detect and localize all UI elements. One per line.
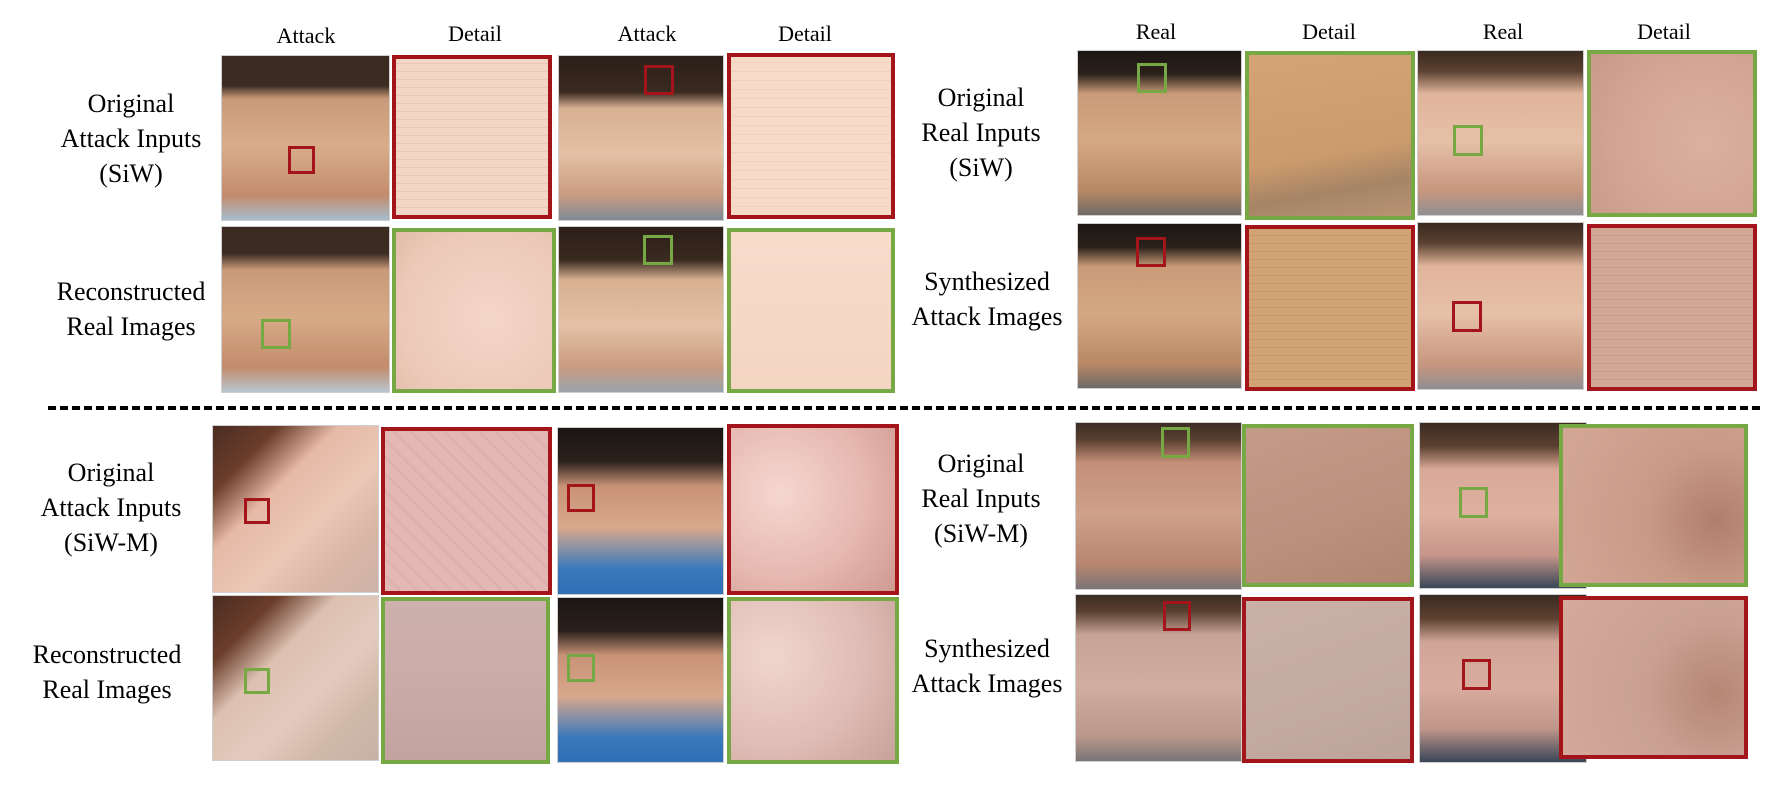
region-box [244, 668, 270, 694]
region-box [1462, 659, 1491, 690]
col-header-real: Real [1482, 19, 1524, 44]
row-label-line: (SiW-M) [934, 519, 1028, 548]
detail-crop [727, 228, 895, 393]
region-box [567, 654, 595, 682]
detail-crop [1242, 597, 1414, 763]
row-label-siwm-original-attack: Original Attack Inputs (SiW-M) [16, 455, 206, 560]
detail-crop [727, 424, 899, 595]
detail-crop [1559, 596, 1748, 759]
col-header-detail: Detail [1637, 19, 1691, 44]
face-photo [1417, 222, 1584, 390]
row-label-line: Synthesized [924, 267, 1050, 296]
face-photo [221, 55, 390, 221]
row-label-line: Synthesized [924, 634, 1050, 663]
detail-crop [1242, 424, 1414, 587]
row-label-line: Attack Inputs [60, 124, 202, 153]
region-box [1453, 125, 1483, 156]
face-photo [212, 595, 379, 761]
region-box [1137, 63, 1167, 93]
region-box [567, 484, 595, 512]
row-label-line: (SiW) [949, 153, 1013, 182]
region-box [1459, 487, 1488, 518]
row-label-line: Original [67, 458, 155, 487]
region-box [1452, 301, 1482, 332]
detail-crop [381, 427, 552, 595]
row-label-siw-reconstructed-real: Reconstructed Real Images [36, 274, 226, 344]
detail-crop [727, 597, 899, 764]
face-photo [221, 226, 390, 393]
region-box [244, 498, 270, 524]
face-photo [1075, 422, 1242, 590]
col-header-attack: Attack [617, 21, 677, 46]
row-label-siw-synthesized-attack: Synthesized Attack Images [892, 264, 1082, 334]
region-box [261, 319, 291, 349]
col-header-detail: Detail [1302, 19, 1356, 44]
row-label-siwm-reconstructed-real: Reconstructed Real Images [12, 637, 202, 707]
face-photo [557, 427, 724, 595]
face-photo [1417, 50, 1584, 216]
face-photo [1075, 594, 1242, 762]
row-label-line: (SiW) [99, 159, 163, 188]
col-header-attack: Attack [276, 23, 336, 48]
col-header-real: Real [1135, 19, 1177, 44]
row-label-line: Original [87, 89, 175, 118]
row-label-line: Real Images [66, 312, 196, 341]
col-header-detail: Detail [448, 21, 502, 46]
face-photo [1077, 223, 1242, 389]
row-label-line: Original [937, 83, 1025, 112]
row-label-line: Real Inputs [921, 484, 1041, 513]
row-label-line: Attack Images [911, 302, 1063, 331]
row-label-line: Original [937, 449, 1025, 478]
face-photo [558, 55, 724, 221]
col-header-detail: Detail [778, 21, 832, 46]
detail-crop [727, 53, 895, 219]
region-box [1163, 601, 1191, 631]
section-divider [48, 406, 1760, 410]
detail-crop [1245, 51, 1415, 220]
face-photo [1077, 50, 1242, 216]
detail-crop [1587, 50, 1757, 217]
region-box [644, 65, 674, 95]
row-label-siw-original-attack: Original Attack Inputs (SiW) [36, 86, 226, 191]
row-label-line: Real Inputs [921, 118, 1041, 147]
detail-crop [1559, 424, 1748, 587]
detail-crop [1587, 224, 1757, 391]
row-label-line: Reconstructed [32, 640, 182, 669]
detail-crop [1245, 225, 1415, 391]
row-label-line: Real Images [42, 675, 172, 704]
region-box [288, 146, 315, 174]
row-label-line: Attack Inputs [40, 493, 182, 522]
detail-crop [381, 597, 550, 764]
face-photo [558, 226, 724, 393]
row-label-siw-original-real: Original Real Inputs (SiW) [886, 80, 1076, 185]
row-label-line: (SiW-M) [64, 528, 158, 557]
region-box [1136, 237, 1166, 267]
detail-crop [392, 55, 552, 219]
row-label-line: Reconstructed [56, 277, 206, 306]
row-label-line: Attack Images [911, 669, 1063, 698]
face-photo [212, 425, 379, 593]
detail-crop [392, 228, 556, 393]
face-photo [557, 597, 724, 763]
row-label-siwm-synthesized-attack: Synthesized Attack Images [892, 631, 1082, 701]
region-box [643, 235, 673, 265]
region-box [1161, 427, 1190, 458]
row-label-siwm-original-real: Original Real Inputs (SiW-M) [886, 446, 1076, 551]
